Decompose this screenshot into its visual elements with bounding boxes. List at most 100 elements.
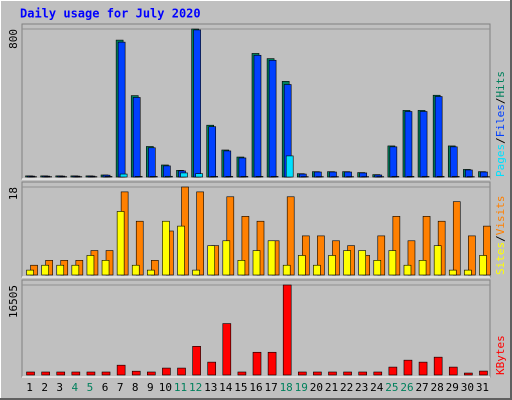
bar — [285, 155, 294, 178]
x-tick-label: 27 — [415, 381, 428, 394]
bar — [483, 225, 491, 276]
bar — [468, 235, 476, 276]
x-tick-label: 13 — [204, 381, 217, 394]
bar — [241, 216, 250, 276]
x-tick-label: 29 — [446, 381, 459, 394]
bar — [148, 147, 156, 178]
bar — [147, 371, 156, 376]
bar — [358, 250, 366, 276]
bar — [210, 176, 219, 178]
bar — [343, 250, 351, 276]
bar — [56, 371, 66, 376]
bar — [238, 157, 247, 178]
bar — [297, 255, 306, 276]
bar — [270, 176, 279, 178]
bar — [104, 176, 113, 178]
bar — [151, 260, 159, 276]
bar — [282, 284, 292, 376]
bar — [119, 173, 128, 178]
legend-entry: Sites — [494, 242, 507, 275]
bar — [223, 150, 232, 178]
bar — [101, 371, 111, 376]
legend-entry: Pages — [494, 144, 507, 177]
bar — [328, 255, 336, 276]
bar — [465, 169, 473, 178]
x-tick-label: 6 — [102, 381, 109, 394]
legend-separator: / — [494, 235, 507, 242]
x-tick-label: 1 — [26, 381, 33, 394]
bar — [226, 196, 235, 276]
x-tick-label: 7 — [117, 381, 124, 394]
bar — [41, 264, 49, 276]
x-tick-label: 5 — [87, 381, 94, 394]
bar — [358, 371, 367, 376]
bar — [131, 370, 141, 376]
bar — [192, 269, 200, 276]
x-tick-label: 4 — [72, 381, 79, 394]
x-tick-label: 30 — [461, 381, 474, 394]
bar — [240, 176, 249, 178]
legend-separator: / — [494, 137, 507, 144]
chart-title: Daily usage for July 2020 — [20, 7, 201, 21]
bar — [433, 356, 443, 376]
bar — [237, 260, 246, 276]
bar — [256, 220, 265, 276]
bar — [373, 371, 383, 376]
bar — [317, 235, 325, 276]
legend: Pages/Files/Hits — [494, 71, 507, 177]
bar — [434, 96, 443, 178]
x-tick-label: 26 — [400, 381, 413, 394]
bar — [237, 371, 247, 376]
x-tick-label: 8 — [132, 381, 139, 394]
legend: KBytes — [494, 335, 507, 375]
bar — [479, 370, 488, 376]
bar — [448, 269, 457, 276]
bar — [391, 176, 400, 178]
bar — [195, 173, 203, 178]
bar — [433, 245, 442, 276]
bar — [404, 111, 413, 178]
legend-entry: Hits — [494, 71, 507, 98]
bar — [222, 323, 232, 376]
bar — [418, 361, 428, 376]
bar — [329, 171, 337, 178]
bar — [116, 211, 125, 276]
legend-entry: Visits — [494, 196, 507, 236]
bar — [392, 216, 401, 276]
bar — [225, 176, 234, 178]
x-tick-label: 16 — [249, 381, 262, 394]
bar — [464, 372, 473, 376]
legend-entry: KBytes — [494, 335, 507, 375]
bar — [373, 260, 382, 276]
bar — [208, 126, 217, 178]
x-tick-label: 9 — [147, 381, 154, 394]
bar — [86, 255, 95, 276]
bar — [406, 176, 415, 178]
bar — [162, 367, 171, 376]
bar — [71, 371, 81, 376]
bar — [135, 220, 144, 276]
bar — [314, 171, 322, 178]
bar — [480, 171, 488, 178]
bar — [26, 371, 35, 376]
bar — [449, 146, 458, 178]
bar — [252, 351, 262, 376]
bar — [403, 264, 412, 276]
bar — [286, 196, 295, 276]
bar — [165, 175, 173, 178]
bar — [86, 371, 96, 376]
bar — [132, 97, 141, 178]
bar — [222, 240, 231, 276]
bar — [180, 172, 188, 178]
x-tick-label: 19 — [295, 381, 308, 394]
x-tick-label: 28 — [431, 381, 444, 394]
x-tick-label: 3 — [56, 381, 63, 394]
bar — [267, 351, 277, 376]
bar — [452, 201, 461, 276]
bar — [147, 269, 155, 276]
bar — [207, 245, 216, 276]
x-tick-label: 25 — [385, 381, 398, 394]
bar — [388, 250, 397, 276]
